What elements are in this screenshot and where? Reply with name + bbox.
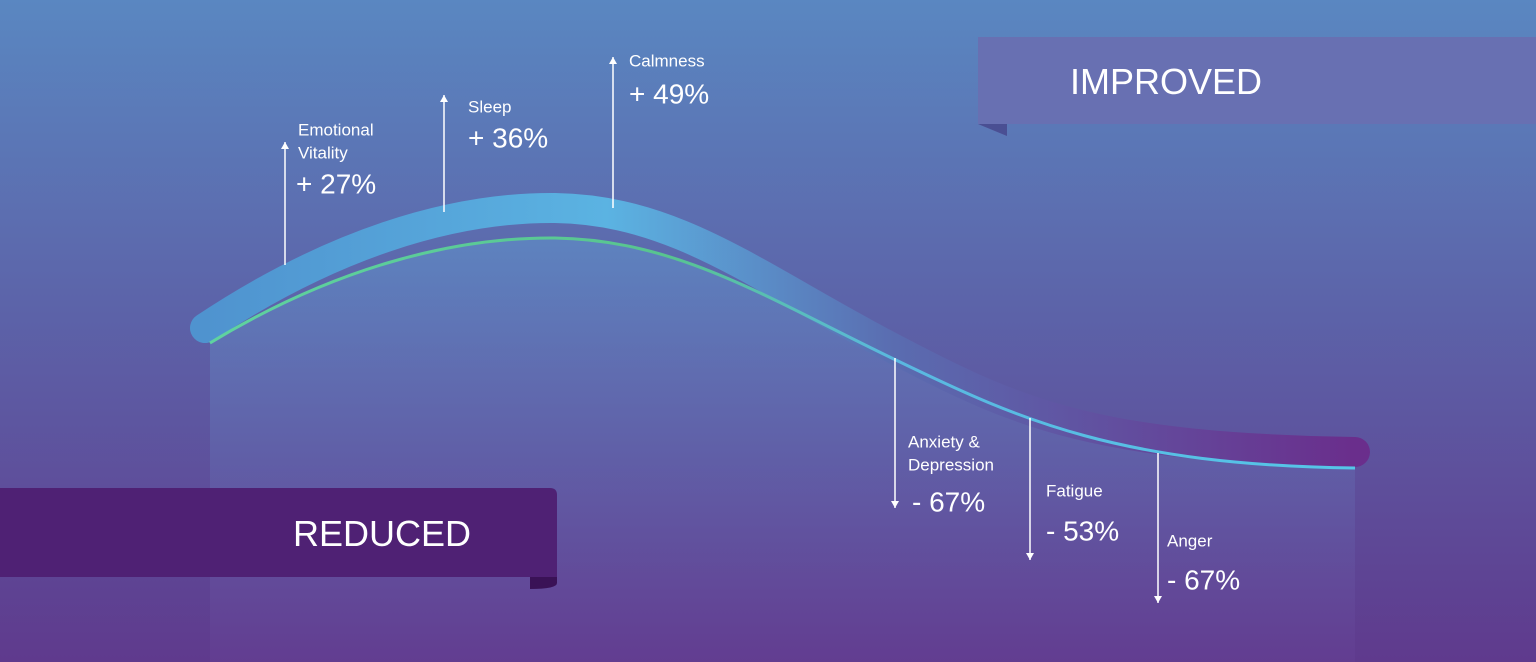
item-value: + 49% [629,78,709,109]
item-label: Fatigue [1046,481,1103,500]
item-label: Anxiety & [908,432,980,451]
improved-label: IMPROVED [1070,61,1262,102]
item-label: Sleep [468,97,511,116]
improved-banner [978,37,1536,136]
item-label: Vitality [298,143,348,162]
arrow-head [281,142,289,149]
arrow-head [440,95,448,102]
curve-band [190,192,1370,467]
arrow-head [1154,596,1162,603]
curve-line [209,236,1356,470]
item-value: + 36% [468,122,548,153]
arrow-head [891,501,899,508]
item-value: + 27% [296,168,376,199]
item-label: Calmness [629,51,705,70]
item-value: - 53% [1046,515,1119,546]
arrow-head [1026,553,1034,560]
banner-fold [978,124,1007,136]
item-label: Depression [908,455,994,474]
item-label: Emotional [298,120,374,139]
reduced-label: REDUCED [293,513,471,554]
banner-fold [530,577,557,589]
item-value: - 67% [1167,564,1240,595]
reduced-banner [0,488,557,577]
arrow-head [609,57,617,64]
item-value: - 67% [912,486,985,517]
item-label: Anger [1167,531,1213,550]
